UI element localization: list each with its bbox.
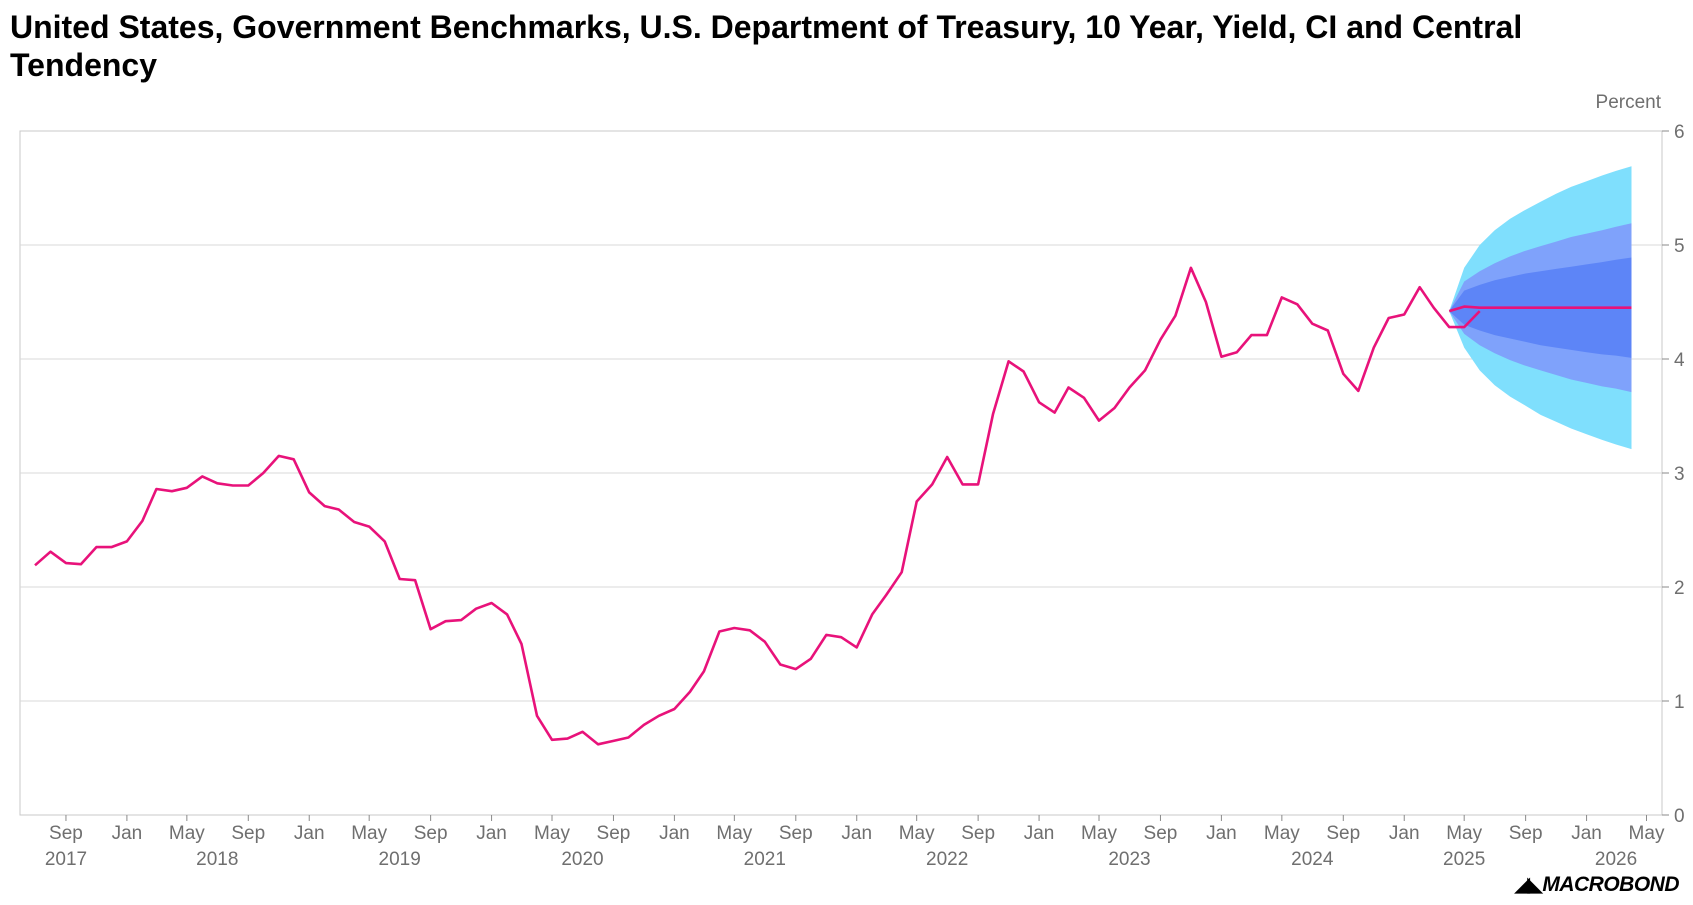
- y-tick-label: 2: [1674, 578, 1685, 599]
- central-tendency-line: [1448, 305, 1632, 313]
- macrobond-logo: ◢◣MACROBOND: [1514, 872, 1679, 897]
- x-tick-label: Sep: [597, 823, 631, 844]
- y-tick-label: 5: [1674, 236, 1685, 257]
- x-tick-label: May: [1081, 823, 1117, 844]
- x-year-label: 2017: [45, 849, 87, 870]
- x-tick-label: Sep: [49, 823, 83, 844]
- x-tick-label: Jan: [1024, 823, 1055, 844]
- x-year-label: 2026: [1595, 849, 1637, 870]
- x-tick-label: May: [351, 823, 387, 844]
- x-tick-label: May: [169, 823, 205, 844]
- series-lines: [34, 266, 1632, 746]
- axes: 0 1 2 3 4 5 6 Sep Jan May Sep Jan May Sep Jan May Sep Jan…: [45, 122, 1685, 870]
- x-year-label: 2024: [1291, 849, 1334, 870]
- x-tick-label: Jan: [476, 823, 507, 844]
- y-axis-unit-label: Percent: [1595, 92, 1661, 113]
- x-year-label: 2021: [744, 849, 786, 870]
- x-tick-label: Sep: [1144, 823, 1178, 844]
- y-tick-label: 1: [1674, 692, 1685, 713]
- x-tick-label: May: [1264, 823, 1300, 844]
- x-tick-label: Sep: [231, 823, 265, 844]
- chart-title: United States, Government Benchmarks, U.…: [10, 9, 1523, 83]
- x-tick-label: Jan: [1571, 823, 1602, 844]
- x-tick-label: Sep: [414, 823, 448, 844]
- y-tick-label: 4: [1674, 350, 1685, 371]
- x-tick-label: Jan: [294, 823, 325, 844]
- x-tick-label: Sep: [961, 823, 995, 844]
- x-tick-label: Jan: [659, 823, 690, 844]
- y-tick-label: 3: [1674, 464, 1685, 485]
- x-tick-label: May: [1446, 823, 1482, 844]
- logo-text: MACROBOND: [1542, 873, 1679, 896]
- x-tick-label: Jan: [841, 823, 872, 844]
- x-year-label: 2019: [379, 849, 421, 870]
- x-tick-label: Jan: [1206, 823, 1237, 844]
- x-tick-label: May: [716, 823, 752, 844]
- x-year-label: 2022: [926, 849, 968, 870]
- x-year-label: 2020: [561, 849, 603, 870]
- x-tick-label: Sep: [1326, 823, 1360, 844]
- x-tick-label: Jan: [1389, 823, 1420, 844]
- x-tick-label: Sep: [1509, 823, 1543, 844]
- x-year-label: 2025: [1443, 849, 1485, 870]
- y-tick-label: 6: [1674, 122, 1685, 143]
- x-tick-label: Jan: [112, 823, 143, 844]
- gridlines: [19, 130, 1663, 816]
- x-tick-label: May: [1629, 823, 1665, 844]
- x-year-label: 2023: [1108, 849, 1150, 870]
- x-year-label: 2018: [196, 849, 238, 870]
- yield-series-line: [34, 266, 1481, 746]
- x-tick-label: May: [899, 823, 935, 844]
- y-tick-label: 0: [1674, 806, 1685, 827]
- logo-mark-icon: ◢◣: [1514, 873, 1543, 896]
- x-tick-label: Sep: [779, 823, 813, 844]
- x-tick-label: May: [534, 823, 570, 844]
